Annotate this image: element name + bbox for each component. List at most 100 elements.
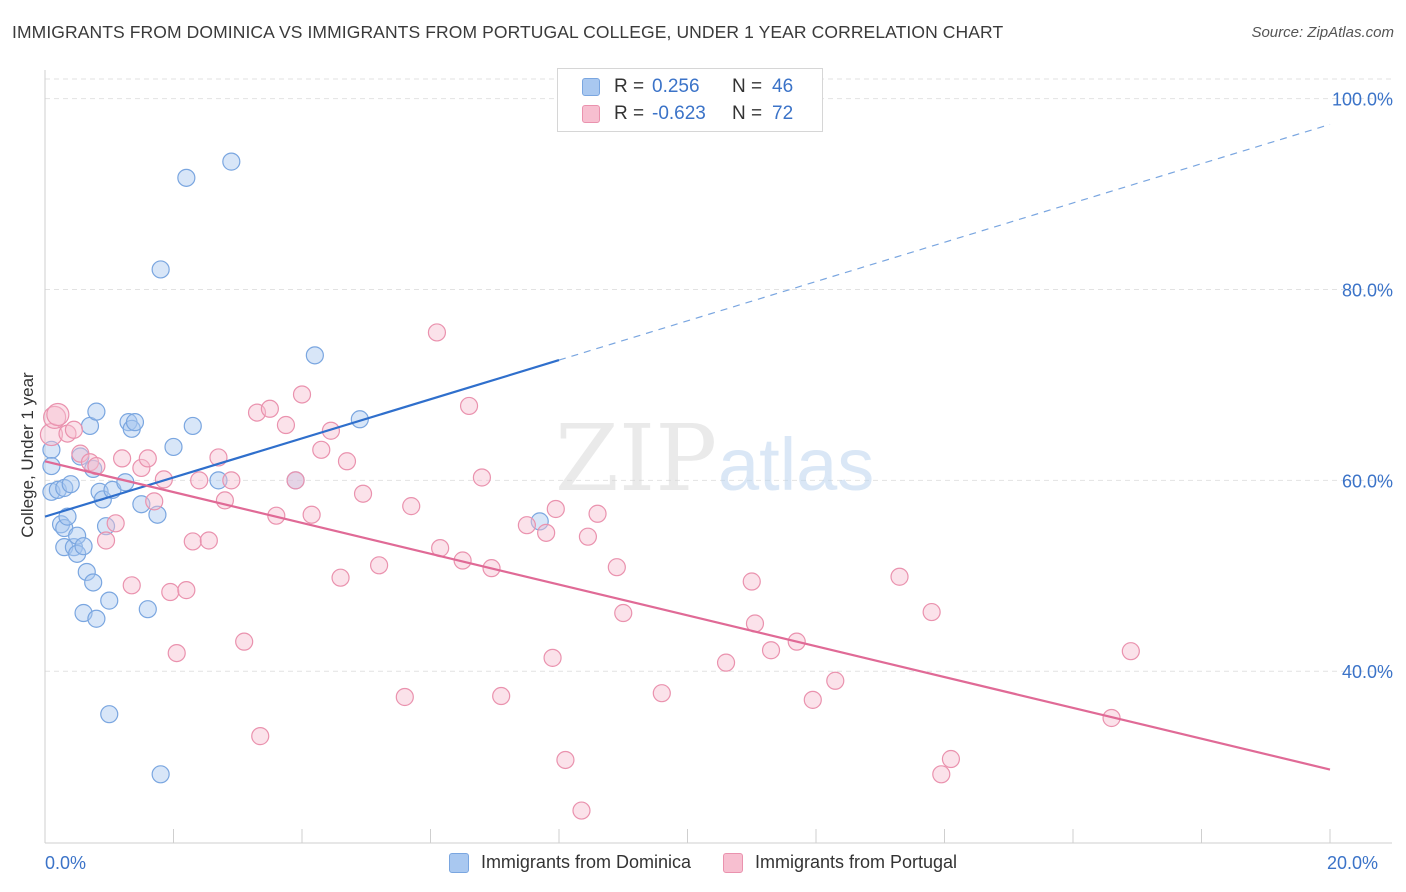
- point-dominica: [100, 591, 119, 610]
- trend-line-portugal: [44, 460, 1331, 771]
- point-portugal: [402, 497, 421, 516]
- point-portugal: [106, 514, 125, 533]
- legend-r-value: -0.623: [652, 103, 706, 124]
- legend-row-portugal: R = -0.623 N = 72: [582, 101, 793, 127]
- point-portugal: [492, 686, 511, 706]
- watermark-zip: ZIP: [555, 405, 717, 512]
- point-dominica: [125, 413, 145, 432]
- point-portugal: [922, 602, 941, 622]
- point-portugal: [941, 749, 961, 769]
- point-dominica: [87, 402, 106, 421]
- point-portugal: [572, 801, 591, 820]
- point-portugal: [607, 558, 626, 577]
- point-portugal: [742, 572, 761, 591]
- legend-item-dominica: Immigrants from Dominica: [448, 852, 691, 873]
- point-portugal: [46, 402, 70, 427]
- point-dominica: [87, 609, 106, 628]
- legend-item-portugal: Immigrants from Portugal: [722, 852, 958, 873]
- point-portugal: [64, 420, 84, 439]
- point-dominica: [222, 152, 241, 171]
- point-dominica: [183, 416, 202, 436]
- point-portugal: [578, 527, 598, 546]
- point-portugal: [286, 471, 305, 490]
- point-portugal: [183, 532, 202, 551]
- point-dominica: [148, 505, 167, 524]
- point-portugal: [331, 568, 350, 587]
- point-portugal: [251, 727, 270, 746]
- point-portugal: [167, 643, 186, 663]
- watermark: ZIP atlas: [555, 405, 874, 512]
- point-dominica: [77, 562, 96, 582]
- point-dominica: [68, 526, 87, 545]
- point-dominica: [177, 168, 196, 187]
- point-dominica: [42, 440, 61, 459]
- point-portugal: [190, 471, 209, 490]
- point-portugal: [145, 492, 164, 511]
- chart-title: IMMIGRANTS FROM DOMINICA VS IMMIGRANTS F…: [12, 22, 1004, 42]
- trend-lines: [44, 123, 1331, 771]
- x-tick-label: 20.0%: [1327, 853, 1378, 873]
- point-portugal: [370, 556, 389, 575]
- point-portugal: [826, 671, 845, 690]
- legend-swatch-dominica: [582, 78, 600, 96]
- point-portugal: [1121, 642, 1140, 661]
- point-portugal: [803, 690, 822, 709]
- y-tick-label: 100.0%: [1332, 90, 1393, 110]
- y-axis-label: College, Under 1 year: [18, 372, 37, 538]
- legend-n-value: 72: [772, 103, 794, 124]
- point-portugal: [222, 471, 241, 490]
- series-legend: Immigrants from Dominica Immigrants from…: [0, 852, 1406, 873]
- legend-r-label: R =: [614, 103, 645, 124]
- point-portugal: [890, 567, 909, 586]
- point-dominica: [209, 471, 228, 490]
- y-tick-label: 80.0%: [1342, 280, 1393, 300]
- point-portugal: [177, 581, 196, 600]
- point-portugal: [276, 415, 296, 435]
- point-portugal: [43, 405, 67, 429]
- stats-legend: R = 0.256 N = 46 R = -0.623 N = 72: [557, 68, 823, 132]
- legend-swatch-dominica: [448, 852, 469, 873]
- series-portugal-points: [39, 323, 1140, 820]
- point-portugal: [537, 523, 556, 542]
- point-portugal: [112, 449, 132, 468]
- tick-labels: 40.0% 60.0% 80.0% 100.0% 0.0% 20.0%: [45, 90, 1393, 873]
- series-dominica-points: [42, 152, 549, 784]
- point-portugal: [161, 582, 180, 602]
- legend-n-value: 46: [772, 76, 794, 97]
- point-portugal: [614, 603, 633, 623]
- point-dominica: [42, 456, 61, 476]
- point-portugal: [132, 458, 151, 478]
- legend-label-dominica: Immigrants from Dominica: [480, 852, 691, 872]
- point-portugal: [652, 684, 671, 703]
- point-portugal: [543, 648, 562, 667]
- legend-n-label: N =: [732, 103, 763, 124]
- watermark-atlas: atlas: [718, 423, 874, 506]
- point-portugal: [556, 750, 575, 770]
- point-dominica: [138, 600, 157, 619]
- point-portugal: [302, 505, 321, 524]
- point-portugal: [546, 499, 565, 519]
- point-portugal: [138, 449, 157, 468]
- point-portugal: [321, 421, 341, 440]
- point-portugal: [260, 399, 279, 418]
- grid-lines: [45, 78, 1392, 672]
- trend-line-dominica: [44, 359, 560, 518]
- point-dominica: [61, 475, 80, 494]
- x-tick-label: 0.0%: [45, 853, 86, 873]
- point-portugal: [199, 531, 218, 550]
- trend-line-dominica-extension: [558, 123, 1331, 361]
- point-portugal: [517, 516, 536, 535]
- point-portugal: [761, 641, 781, 660]
- point-dominica: [58, 507, 77, 526]
- point-portugal: [716, 653, 736, 672]
- point-portugal: [353, 484, 373, 503]
- point-dominica: [164, 437, 183, 457]
- point-portugal: [427, 323, 447, 342]
- point-dominica: [68, 544, 87, 563]
- legend-row-dominica: R = 0.256 N = 46: [582, 74, 793, 100]
- y-tick-label: 40.0%: [1342, 662, 1393, 682]
- legend-r-value: 0.256: [652, 76, 700, 97]
- legend-label-portugal: Immigrants from Portugal: [754, 852, 958, 872]
- point-portugal: [122, 576, 141, 595]
